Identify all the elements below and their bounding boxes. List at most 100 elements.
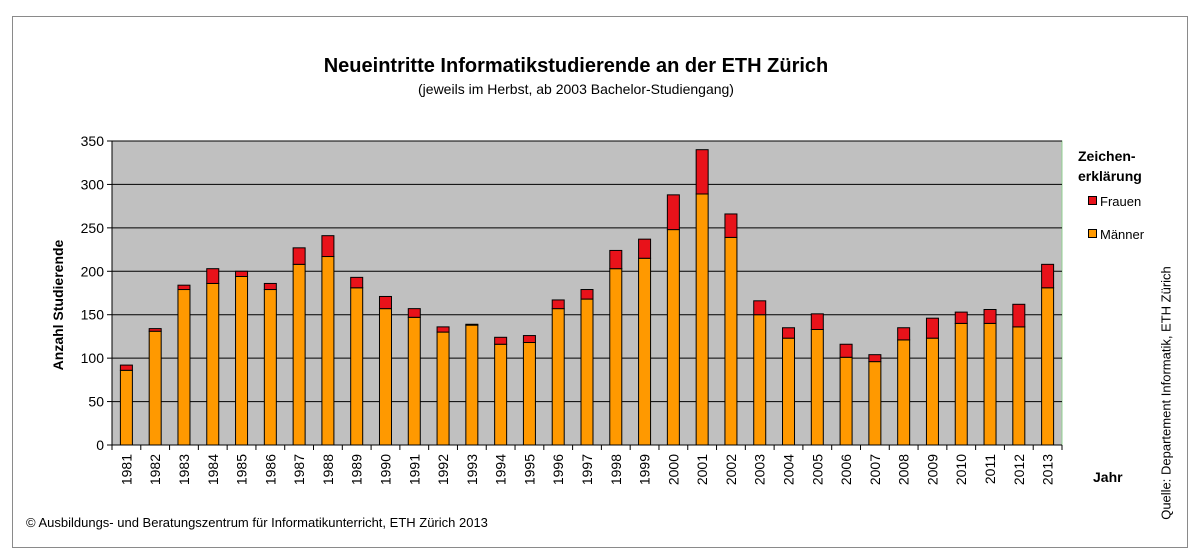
x-tick-label: 2013 — [1040, 454, 1056, 485]
y-tick-label: 350 — [81, 133, 105, 149]
x-tick-label: 1998 — [608, 454, 624, 485]
bar-maenner-1990 — [378, 308, 392, 446]
bar-frauen-1981 — [119, 364, 133, 371]
legend-swatch-maenner — [1088, 229, 1097, 238]
bar-frauen-2006 — [839, 343, 853, 358]
chart-subtitle: (jeweils im Herbst, ab 2003 Bachelor-Stu… — [418, 81, 734, 97]
legend-swatch-frauen — [1088, 196, 1097, 205]
bar-maenner-2000 — [666, 229, 680, 446]
bar-frauen-1985 — [235, 270, 249, 277]
bar-frauen-1994 — [494, 336, 508, 345]
x-tick-label: 2009 — [924, 454, 940, 485]
bar-maenner-1997 — [580, 298, 594, 446]
bar-maenner-1996 — [551, 308, 565, 446]
bar-maenner-2010 — [954, 322, 968, 446]
x-tick-label: 2005 — [809, 454, 825, 485]
bar-maenner-2005 — [810, 328, 824, 446]
x-tick-label: 2012 — [1011, 454, 1027, 485]
bar-maenner-1983 — [177, 289, 191, 446]
bar-frauen-1998 — [609, 249, 623, 270]
bar-frauen-1992 — [436, 326, 450, 333]
x-tick-label: 1999 — [637, 454, 653, 485]
x-tick-label: 2000 — [665, 454, 681, 485]
bar-frauen-1987 — [292, 247, 306, 265]
bar-maenner-2004 — [782, 337, 796, 446]
bar-frauen-2012 — [1012, 303, 1026, 328]
bar-frauen-2013 — [1041, 263, 1055, 289]
x-tick-label: 2010 — [953, 454, 969, 485]
bar-frauen-1999 — [638, 238, 652, 259]
bar-frauen-2007 — [868, 354, 882, 363]
bar-frauen-1983 — [177, 284, 191, 291]
x-tick-label: 1983 — [176, 454, 192, 485]
bar-maenner-1982 — [148, 330, 162, 446]
bar-frauen-1988 — [321, 235, 335, 258]
copyright-note: © Ausbildungs- und Beratungszentrum für … — [26, 515, 488, 530]
bar-maenner-1991 — [407, 316, 421, 446]
bar-frauen-1995 — [522, 335, 536, 344]
bar-frauen-2008 — [897, 327, 911, 341]
x-tick-label: 2001 — [694, 454, 710, 485]
y-tick-label: 150 — [81, 307, 105, 323]
bar-maenner-1986 — [263, 289, 277, 446]
x-tick-label: 1997 — [579, 454, 595, 485]
bar-maenner-1988 — [321, 256, 335, 446]
bar-maenner-1985 — [235, 275, 249, 446]
bar-maenner-1989 — [350, 287, 364, 446]
x-tick-label: 2004 — [781, 454, 797, 485]
chart-title: Neueintritte Informatikstudierende an de… — [323, 55, 829, 77]
x-tick-label: 1996 — [550, 454, 566, 485]
bar-frauen-2002 — [724, 213, 738, 238]
bar-frauen-1984 — [206, 268, 220, 284]
bar-frauen-1982 — [148, 328, 162, 332]
x-tick-label: 1982 — [147, 454, 163, 485]
bar-frauen-1996 — [551, 299, 565, 310]
x-tick-label: 1993 — [464, 454, 480, 485]
y-tick-label: 50 — [88, 394, 104, 410]
bar-maenner-2002 — [724, 236, 738, 446]
y-tick-label: 300 — [81, 176, 105, 192]
x-tick-label: 2008 — [896, 454, 912, 485]
bar-maenner-1987 — [292, 263, 306, 446]
x-tick-label: 1987 — [291, 454, 307, 485]
bar-frauen-2005 — [810, 313, 824, 330]
bar-maenner-1998 — [609, 268, 623, 446]
bar-frauen-1991 — [407, 308, 421, 318]
legend-label-maenner: Männer — [1100, 227, 1145, 242]
bar-maenner-2003 — [753, 314, 767, 446]
legend-item-frauen: Frauen — [1088, 194, 1141, 209]
bar-maenner-2007 — [868, 361, 882, 446]
bar-frauen-2010 — [954, 311, 968, 324]
x-tick-label: 1991 — [406, 454, 422, 485]
x-axis-label: Jahr — [1093, 469, 1123, 485]
bar-maenner-2009 — [925, 337, 939, 446]
x-tick-label: 1992 — [435, 454, 451, 485]
bar-maenner-1992 — [436, 331, 450, 446]
x-tick-label: 2006 — [838, 454, 854, 485]
bar-frauen-2001 — [695, 149, 709, 195]
bar-frauen-2004 — [782, 327, 796, 339]
bar-maenner-2006 — [839, 356, 853, 446]
bar-maenner-2011 — [983, 322, 997, 446]
bar-maenner-2008 — [897, 339, 911, 446]
bar-frauen-2011 — [983, 309, 997, 324]
x-tick-label: 1995 — [521, 454, 537, 485]
bar-maenner-1981 — [119, 369, 133, 446]
x-tick-label: 1989 — [349, 454, 365, 485]
x-tick-label: 1990 — [377, 454, 393, 485]
x-tick-label: 2011 — [982, 454, 998, 484]
y-tick-label: 200 — [81, 263, 105, 279]
bar-frauen-2009 — [925, 317, 939, 339]
legend-item-maenner: Männer — [1088, 227, 1144, 242]
x-tick-label: 1981 — [118, 454, 134, 485]
bar-maenner-2013 — [1041, 287, 1055, 446]
x-tick-label: 2003 — [752, 454, 768, 485]
bar-maenner-1993 — [465, 324, 479, 446]
bar-maenner-1994 — [494, 343, 508, 446]
bar-frauen-2003 — [753, 300, 767, 316]
x-tick-label: 1984 — [205, 454, 221, 485]
y-tick-label: 100 — [81, 350, 105, 366]
bar-frauen-1986 — [263, 282, 277, 291]
y-tick-label: 0 — [96, 437, 104, 453]
